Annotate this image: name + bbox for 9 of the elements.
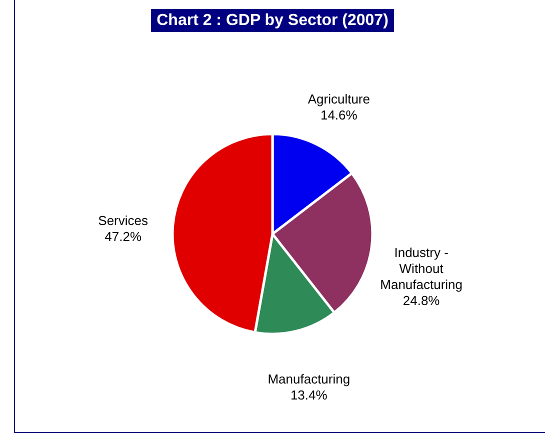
data-label: 47.2% (104, 228, 142, 244)
slice-label: Manufacturing (268, 372, 350, 387)
data-label: 14.6% (320, 108, 358, 123)
slice-label: Industry - Without Manufacturing (380, 244, 463, 292)
slice-label: Agriculture (308, 92, 370, 107)
chart-title: Chart 2 : GDP by Sector (2007) (150, 9, 394, 32)
data-label: 13.4% (290, 388, 328, 403)
slice-label: Services (98, 212, 148, 228)
data-label: 24.8% (402, 292, 440, 308)
